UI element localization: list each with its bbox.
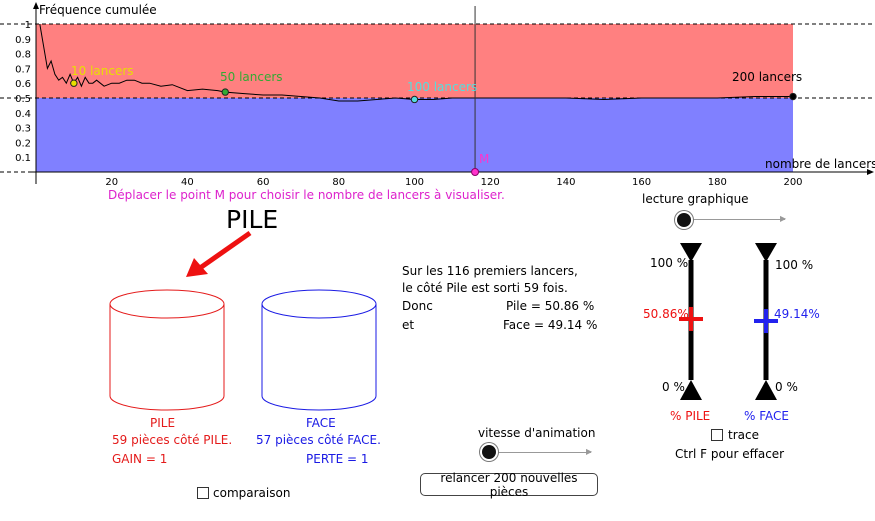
vitesse-slider-arrow-icon: ▶ bbox=[586, 447, 593, 456]
marked-points bbox=[70, 79, 797, 104]
x-tick-label: 40 bbox=[181, 177, 194, 188]
x-tick-label: 140 bbox=[556, 177, 575, 188]
lecture-slider-knob[interactable] bbox=[677, 213, 691, 227]
instruction-text: Déplacer le point M pour choisir le nomb… bbox=[108, 188, 505, 202]
y-tick-label: 0.1 bbox=[15, 153, 31, 164]
y-tick-label: 0.6 bbox=[15, 79, 31, 90]
summary-line2: le côté Pile est sorti 59 fois. bbox=[402, 281, 568, 295]
pile-cross-marker bbox=[679, 306, 703, 331]
comparaison-label: comparaison bbox=[213, 486, 291, 500]
pile-gauge-label: % PILE bbox=[670, 409, 711, 423]
x-axis-label: nombre de lancers bbox=[765, 157, 875, 171]
percentage-gauges bbox=[679, 243, 778, 400]
gauge-left-top: 100 % bbox=[650, 256, 689, 270]
x-tick-label: 120 bbox=[481, 177, 500, 188]
x-tick-label: 200 bbox=[783, 177, 802, 188]
trace-checkbox[interactable] bbox=[711, 429, 723, 441]
y-axis-arrow bbox=[33, 2, 39, 9]
pile-cyl-title: PILE bbox=[150, 416, 176, 430]
y-tick-label: 0.4 bbox=[15, 109, 31, 120]
marked-point bbox=[70, 79, 78, 87]
gauge-right-bottom: 0 % bbox=[775, 380, 798, 394]
y-tick-labels: 1 0.9 0.8 0.7 0.6 0.5 0.4 0.3 0.2 0.1 bbox=[15, 20, 31, 164]
marked-point bbox=[221, 88, 229, 96]
y-tick-label: 0.8 bbox=[15, 50, 31, 61]
comparaison-checkbox[interactable] bbox=[197, 487, 209, 499]
x-tick-label: 180 bbox=[708, 177, 727, 188]
lecture-slider-track[interactable] bbox=[683, 219, 785, 220]
summary-et: et bbox=[402, 318, 415, 332]
pile-big-label: PILE bbox=[226, 205, 279, 234]
trace-label: trace bbox=[728, 428, 759, 442]
label-200-lancers: 200 lancers bbox=[732, 70, 802, 84]
pile-cyl-gain: GAIN = 1 bbox=[112, 452, 168, 466]
gauge-left-bottom: 0 % bbox=[662, 380, 685, 394]
face-percent-value: 49.14% bbox=[774, 307, 820, 321]
x-tick-label: 80 bbox=[332, 177, 345, 188]
frequency-line bbox=[39, 23, 793, 102]
relancer-button[interactable]: relancer 200 nouvelles pièces bbox=[420, 471, 598, 499]
face-cylinder bbox=[261, 289, 377, 411]
marked-point bbox=[410, 95, 419, 104]
summary-line1: Sur les 116 premiers lancers, bbox=[402, 264, 578, 278]
face-cyl-title: FACE bbox=[306, 416, 336, 430]
y-axis-label: Fréquence cumulée bbox=[39, 3, 157, 17]
lecture-slider-arrow-icon: ▶ bbox=[780, 214, 787, 223]
face-cyl-pieces: 57 pièces côté FACE. bbox=[256, 433, 381, 447]
summary-pile-percent: Pile = 50.86 % bbox=[506, 299, 595, 313]
x-tick-label: 60 bbox=[257, 177, 270, 188]
gauge-right-top: 100 % bbox=[775, 258, 814, 272]
summary-donc: Donc bbox=[402, 299, 433, 313]
pile-percent-value: 50.86% bbox=[643, 307, 689, 321]
face-gauge-label: % FACE bbox=[744, 409, 789, 423]
summary-face-percent: Face = 49.14 % bbox=[503, 318, 598, 332]
pile-cyl-pieces: 59 pièces côté PILE. bbox=[112, 433, 233, 447]
x-tick-labels: 20 40 60 80 100 120 140 160 180 200 bbox=[105, 177, 802, 188]
pile-cylinder bbox=[109, 289, 225, 411]
red-arrow-icon bbox=[186, 230, 252, 277]
frequency-graph: 1 0.9 0.8 0.7 0.6 0.5 0.4 0.3 0.2 0.1 20 40 60 80 100… bbox=[0, 2, 875, 188]
y-tick-label: 0.3 bbox=[15, 124, 31, 135]
x-axis-arrow bbox=[867, 169, 874, 175]
x-tick-label: 100 bbox=[405, 177, 424, 188]
y-tick-label: 0.2 bbox=[15, 138, 31, 149]
point-M[interactable] bbox=[471, 168, 480, 176]
label-50-lancers: 50 lancers bbox=[220, 70, 283, 84]
face-cyl-perte: PERTE = 1 bbox=[306, 452, 369, 466]
lecture-graphique-label: lecture graphique bbox=[642, 192, 749, 206]
y-tick-label: 0.5 bbox=[15, 94, 31, 105]
x-tick-label: 160 bbox=[632, 177, 651, 188]
face-zone bbox=[36, 98, 793, 172]
point-M-label: M bbox=[479, 152, 489, 166]
y-tick-label: 0.9 bbox=[15, 35, 31, 46]
vitesse-label: vitesse d'animation bbox=[478, 426, 596, 440]
y-tick-label: 0.7 bbox=[15, 64, 31, 75]
face-cross-marker bbox=[754, 309, 778, 334]
label-100-lancers: 100 lancers bbox=[407, 80, 477, 94]
label-10-lancers: 10 lancers bbox=[71, 64, 134, 78]
vitesse-slider-track[interactable] bbox=[489, 452, 591, 453]
vitesse-slider-knob[interactable] bbox=[482, 445, 496, 459]
ctrl-f-note: Ctrl F pour effacer bbox=[675, 447, 785, 461]
x-tick-label: 20 bbox=[105, 177, 118, 188]
y-tick-label: 1 bbox=[25, 20, 31, 31]
marked-point bbox=[789, 92, 797, 101]
